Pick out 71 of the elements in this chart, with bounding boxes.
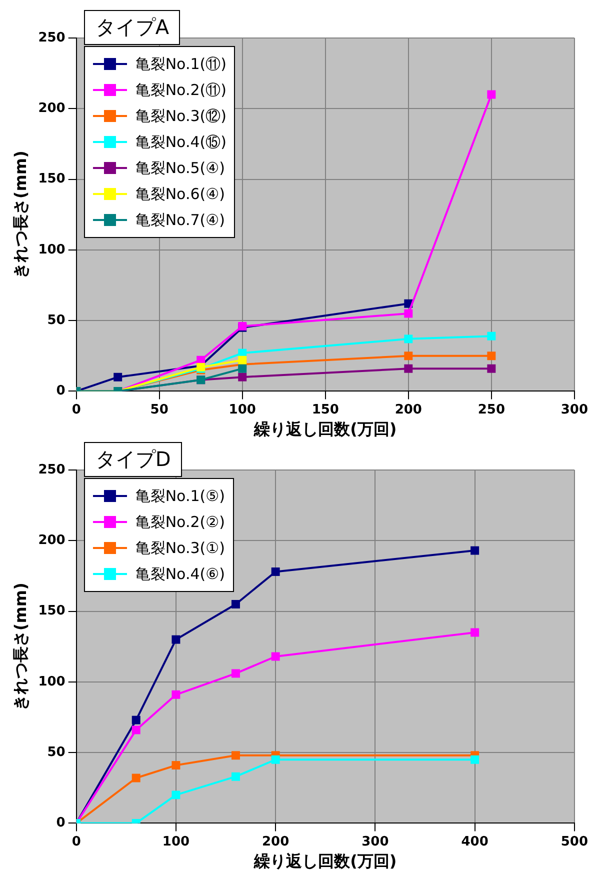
y-tick-label: 0 bbox=[56, 816, 66, 831]
legend-label: 亀裂No.3(①) bbox=[135, 538, 225, 558]
point bbox=[114, 372, 122, 382]
chart-title: タイプA bbox=[84, 10, 180, 45]
point bbox=[487, 364, 496, 373]
point bbox=[271, 755, 280, 764]
point bbox=[238, 356, 247, 364]
point bbox=[172, 690, 180, 699]
x-tick-label: 200 bbox=[394, 402, 422, 418]
y-axis-title: きれつ長さ(mm) bbox=[10, 582, 30, 711]
x-tick-label: 100 bbox=[228, 402, 256, 418]
point bbox=[271, 567, 280, 576]
y-tick-label: 200 bbox=[38, 101, 66, 116]
point bbox=[231, 751, 240, 760]
legend-label: 亀裂No.3(⑫) bbox=[135, 106, 226, 126]
point bbox=[404, 334, 413, 344]
legend-label: 亀裂No.6(④) bbox=[135, 184, 225, 204]
point bbox=[132, 716, 140, 724]
point bbox=[404, 309, 413, 318]
point bbox=[231, 600, 240, 608]
point bbox=[132, 774, 140, 782]
legend-label: 亀裂No.4(⑮) bbox=[135, 132, 226, 152]
legend-label: 亀裂No.1(⑪) bbox=[135, 54, 226, 74]
y-axis-title: きれつ長さ(mm) bbox=[10, 150, 30, 279]
point bbox=[172, 790, 180, 800]
x-axis-title: 繰り返し回数(万回) bbox=[253, 420, 397, 439]
point bbox=[271, 652, 280, 661]
x-tick-label: 50 bbox=[150, 402, 168, 418]
y-tick-label: 150 bbox=[38, 604, 66, 619]
chart-title: タイプD bbox=[84, 442, 182, 477]
y-tick-label: 50 bbox=[47, 312, 66, 328]
x-tick-label: 0 bbox=[72, 834, 81, 850]
x-tick-label: 100 bbox=[162, 834, 190, 850]
point bbox=[132, 726, 140, 734]
x-tick-label: 400 bbox=[461, 834, 488, 850]
y-tick-label: 0 bbox=[56, 384, 66, 399]
y-tick-label: 250 bbox=[38, 30, 66, 46]
point bbox=[470, 755, 480, 764]
y-tick-label: 100 bbox=[38, 242, 66, 258]
point bbox=[238, 364, 247, 373]
point bbox=[172, 761, 180, 770]
legend-label: 亀裂No.5(④) bbox=[135, 158, 225, 178]
x-tick-label: 500 bbox=[560, 834, 588, 850]
y-tick-label: 100 bbox=[38, 674, 66, 690]
point bbox=[231, 772, 240, 781]
point bbox=[404, 364, 413, 373]
x-tick-label: 150 bbox=[312, 402, 339, 418]
x-tick-label: 300 bbox=[362, 834, 389, 850]
point bbox=[487, 332, 496, 340]
point bbox=[487, 90, 496, 99]
legend-label: 亀裂No.2(⑪) bbox=[135, 80, 226, 100]
legend-label: 亀裂No.4(⑥) bbox=[135, 564, 225, 584]
y-tick-label: 250 bbox=[38, 462, 66, 478]
legend-label: 亀裂No.2(②) bbox=[135, 512, 225, 532]
point bbox=[231, 669, 240, 678]
x-tick-label: 250 bbox=[478, 402, 505, 418]
y-tick-label: 200 bbox=[38, 533, 66, 548]
x-tick-label: 300 bbox=[560, 402, 588, 418]
y-tick-label: 50 bbox=[47, 744, 66, 760]
point bbox=[172, 635, 180, 644]
legend-label: 亀裂No.1(⑤) bbox=[135, 486, 225, 506]
x-tick-label: 200 bbox=[262, 834, 290, 850]
y-tick-label: 150 bbox=[38, 172, 66, 187]
x-axis-title: 繰り返し回数(万回) bbox=[253, 852, 397, 871]
point bbox=[470, 628, 480, 637]
point bbox=[487, 352, 496, 360]
point bbox=[470, 546, 480, 555]
x-tick-label: 0 bbox=[72, 402, 81, 418]
point bbox=[238, 372, 247, 382]
legend-label: 亀裂No.7(④) bbox=[135, 210, 225, 230]
point bbox=[404, 352, 413, 360]
